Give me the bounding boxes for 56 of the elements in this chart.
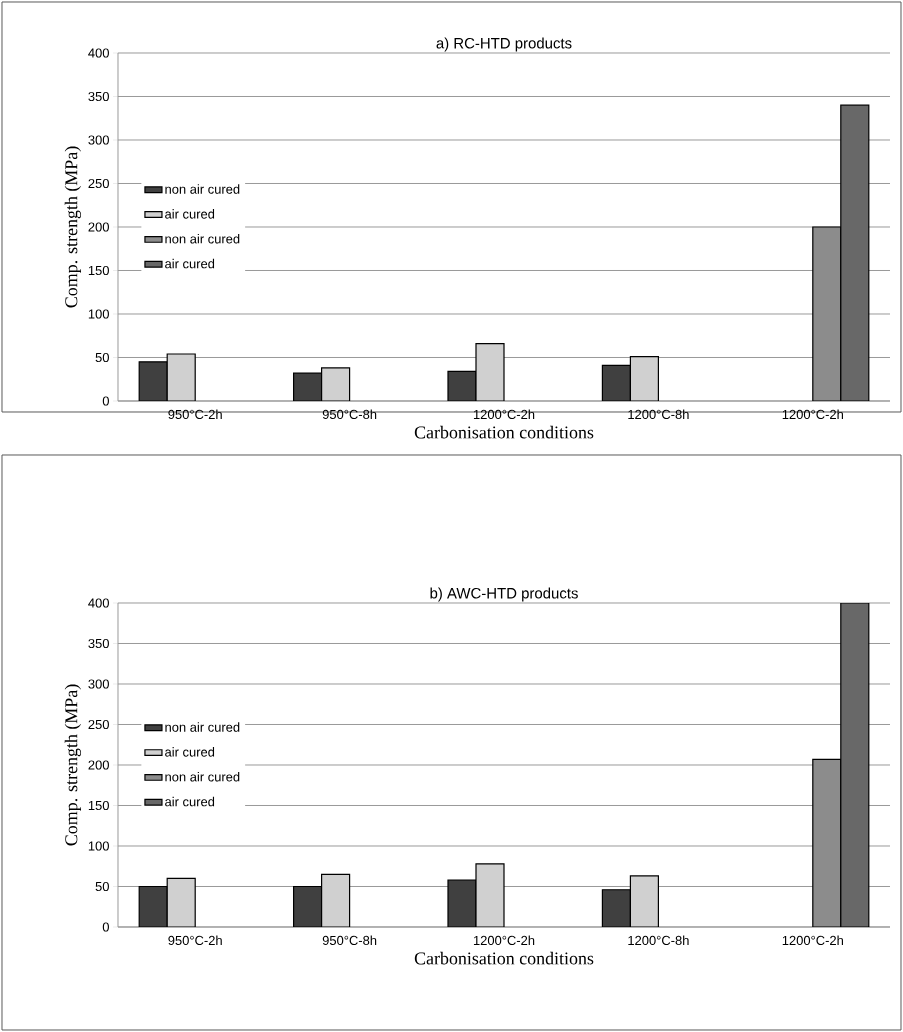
bar bbox=[601, 889, 631, 927]
y-tick-label: 100 bbox=[88, 309, 109, 319]
legend-label: non air cured bbox=[165, 184, 240, 194]
y-axis-title: Comp. strength (MPa) bbox=[64, 684, 82, 846]
y-tick-label: 150 bbox=[88, 800, 109, 811]
y-tick-label: 350 bbox=[88, 91, 109, 102]
bar bbox=[138, 885, 168, 927]
y-axis-title: Comp. strength (MPa) bbox=[64, 146, 82, 308]
x-tick-label: 1200°C-2h bbox=[473, 409, 535, 420]
y-tick-label: 250 bbox=[88, 178, 109, 189]
y-tick-label: 0 bbox=[102, 922, 109, 932]
legend-label: air cured bbox=[165, 747, 215, 757]
y-tick-label: 150 bbox=[88, 265, 109, 276]
legend-label: air cured bbox=[165, 209, 215, 219]
y-tick-label: 300 bbox=[88, 679, 109, 689]
legend-label: air cured bbox=[165, 258, 215, 269]
y-tick-label: 250 bbox=[88, 719, 109, 730]
bar bbox=[293, 372, 323, 401]
x-tick-label: 1200°C-8h bbox=[628, 935, 689, 946]
bar bbox=[601, 364, 631, 401]
y-tick-label: 50 bbox=[95, 881, 109, 892]
x-axis-title: Carbonisation conditions bbox=[414, 425, 594, 439]
legend-label: air cured bbox=[165, 796, 215, 807]
bar bbox=[166, 877, 196, 927]
legend-label: non air cured bbox=[165, 771, 240, 782]
y-tick-label: 350 bbox=[88, 638, 109, 649]
y-tick-label: 300 bbox=[88, 135, 109, 145]
bar bbox=[629, 875, 659, 927]
legend-label: non air cured bbox=[165, 722, 240, 732]
bar bbox=[475, 863, 505, 927]
y-tick-label: 200 bbox=[88, 760, 109, 770]
x-tick-label: 1200°C-2h bbox=[782, 409, 843, 420]
y-tick-label: 50 bbox=[95, 352, 109, 363]
y-tick-label: 400 bbox=[88, 598, 109, 608]
bar bbox=[321, 873, 351, 927]
x-tick-label: 950°C-2h bbox=[168, 935, 222, 946]
chart-title: b) AWC-HTD products bbox=[430, 587, 578, 602]
bar bbox=[321, 367, 351, 401]
y-tick-label: 100 bbox=[88, 841, 109, 851]
y-tick-label: 400 bbox=[88, 48, 109, 58]
legend-label: non air cured bbox=[165, 233, 240, 244]
x-tick-label: 1200°C-8h bbox=[628, 409, 689, 420]
bar bbox=[629, 356, 659, 401]
x-tick-label: 950°C-8h bbox=[322, 409, 377, 420]
y-tick-label: 200 bbox=[88, 222, 109, 232]
x-tick-label: 950°C-8h bbox=[322, 935, 377, 946]
y-tick-label: 0 bbox=[102, 396, 109, 406]
x-tick-label: 1200°C-2h bbox=[473, 935, 535, 946]
x-tick-label: 950°C-2h bbox=[168, 409, 222, 420]
bar bbox=[293, 885, 323, 927]
x-axis-title: Carbonisation conditions bbox=[414, 951, 594, 965]
bar bbox=[475, 342, 505, 401]
bar bbox=[166, 353, 196, 401]
chart-title: a) RC-HTD products bbox=[436, 37, 572, 52]
bar bbox=[138, 361, 168, 401]
x-tick-label: 1200°C-2h bbox=[782, 935, 843, 946]
